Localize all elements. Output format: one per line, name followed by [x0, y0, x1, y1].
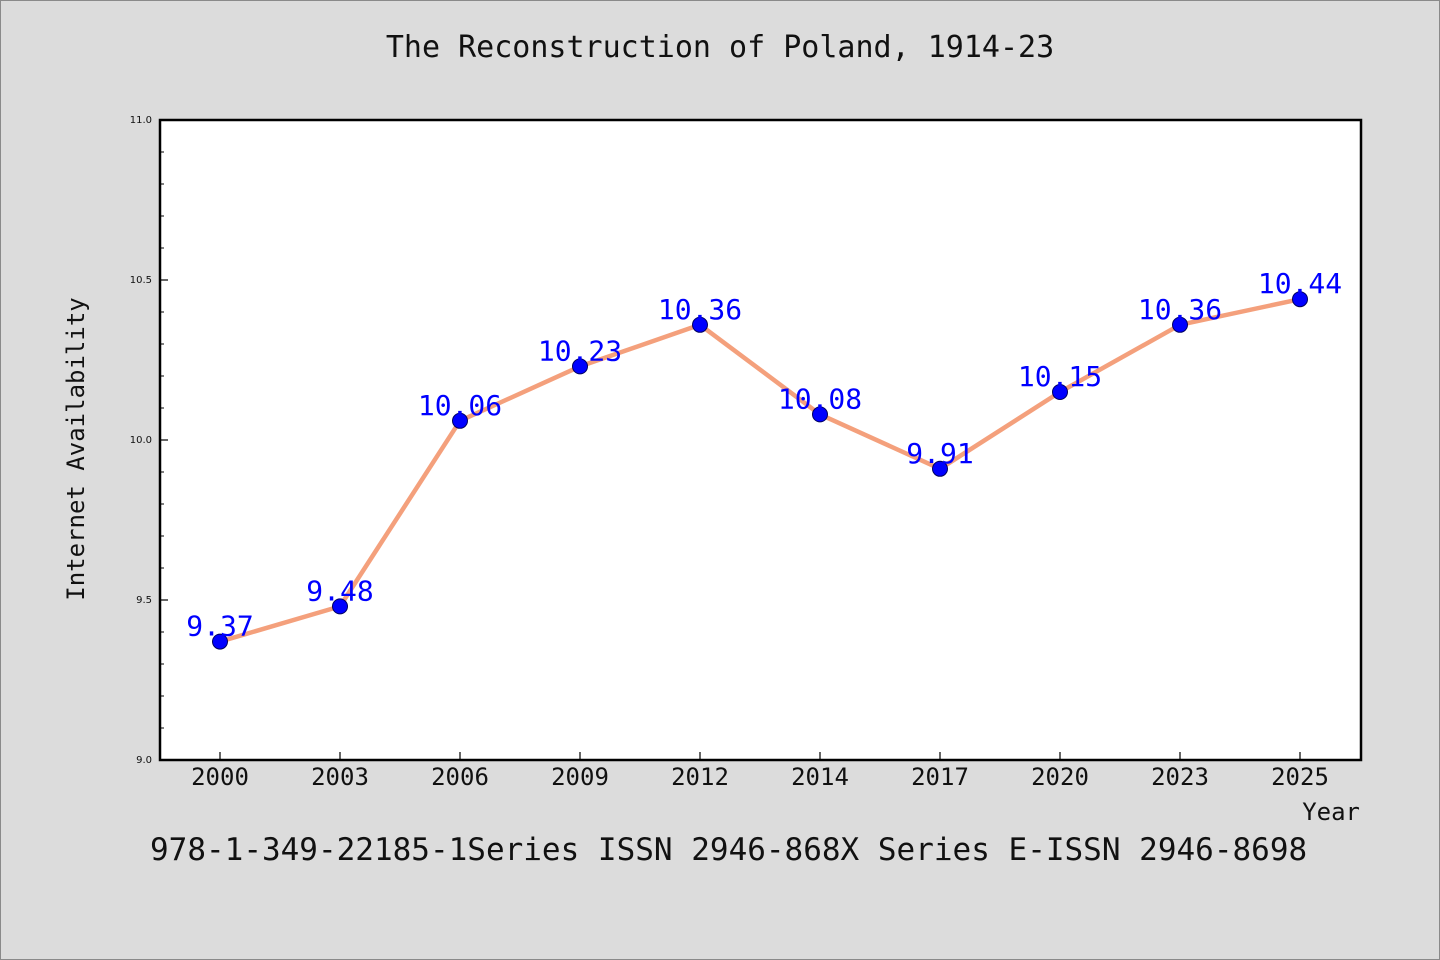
- data-point: [812, 406, 828, 423]
- y-axis-ticks: 9.0 9.5 10.0 10.5 11.0: [130, 115, 168, 766]
- data-point: [692, 316, 708, 333]
- footer-isbn-text: 978-1-349-22185-1Series ISSN 2946-868X S…: [150, 832, 1308, 868]
- data-label: 10.36: [1138, 293, 1222, 326]
- series-line: [217, 296, 1303, 644]
- x-tick-label: 2006: [431, 763, 489, 791]
- x-tick-label: 2000: [191, 763, 249, 791]
- data-label: 10.15: [1018, 360, 1102, 393]
- data-point: [932, 460, 948, 477]
- data-point: [572, 358, 588, 375]
- x-tick-label: 2012: [671, 763, 729, 791]
- data-point: [212, 633, 228, 650]
- series-markers: [212, 291, 1308, 650]
- x-tick-label: 2020: [1031, 763, 1089, 791]
- data-label: 9.37: [186, 610, 253, 643]
- data-labels: 9.37 9.48 10.06 10.23 10.36 10.08 9.91 10.15 10.…: [186, 267, 1342, 642]
- x-tick-label: 2003: [311, 763, 369, 791]
- data-point: [1052, 384, 1068, 400]
- y-tick-label: 9.5: [136, 595, 152, 606]
- data-label: 9.48: [306, 574, 373, 607]
- data-point: [1292, 291, 1308, 308]
- data-label: 10.06: [418, 389, 502, 422]
- chart-title: The Reconstruction of Poland, 1914-23: [385, 30, 1055, 65]
- data-label: 10.23: [538, 334, 622, 367]
- y-tick-label: 11.0: [130, 115, 152, 126]
- x-tick-label: 2009: [551, 763, 609, 791]
- data-point: [332, 598, 348, 615]
- y-tick-label: 9.0: [136, 755, 152, 766]
- data-label: 10.36: [658, 293, 742, 326]
- x-tick-label: 2014: [791, 763, 849, 791]
- x-tick-label: 2025: [1271, 763, 1329, 791]
- y-tick-label: 10.0: [130, 435, 152, 446]
- data-label: 9.91: [906, 437, 973, 470]
- plot-area: [158, 118, 1363, 762]
- x-axis-label: Year: [1302, 798, 1360, 826]
- x-tick-label: 2023: [1151, 763, 1209, 791]
- data-point: [452, 412, 468, 429]
- x-axis-ticks: 2000 2003 2006 2009 2012 2014 2017 2020 2023 2025: [191, 752, 1329, 791]
- data-label: 10.08: [778, 382, 862, 415]
- data-point: [1172, 316, 1188, 333]
- y-tick-label: 10.5: [130, 275, 152, 286]
- x-tick-label: 2017: [911, 763, 969, 791]
- data-label: 10.44: [1258, 267, 1342, 300]
- y-axis-label: Internet Availability: [62, 297, 90, 600]
